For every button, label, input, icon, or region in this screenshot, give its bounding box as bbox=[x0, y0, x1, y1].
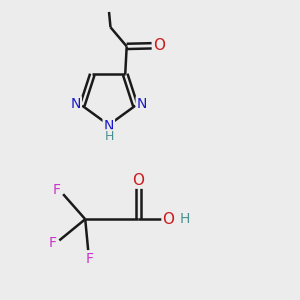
Text: H: H bbox=[179, 212, 190, 226]
Text: F: F bbox=[85, 252, 94, 266]
Text: O: O bbox=[132, 172, 144, 188]
Text: F: F bbox=[49, 236, 57, 250]
Text: N: N bbox=[70, 97, 81, 111]
Text: F: F bbox=[53, 183, 61, 197]
Text: N: N bbox=[137, 97, 147, 111]
Text: N: N bbox=[103, 118, 114, 133]
Text: O: O bbox=[153, 38, 165, 53]
Text: H: H bbox=[105, 130, 114, 143]
Text: O: O bbox=[163, 212, 175, 227]
